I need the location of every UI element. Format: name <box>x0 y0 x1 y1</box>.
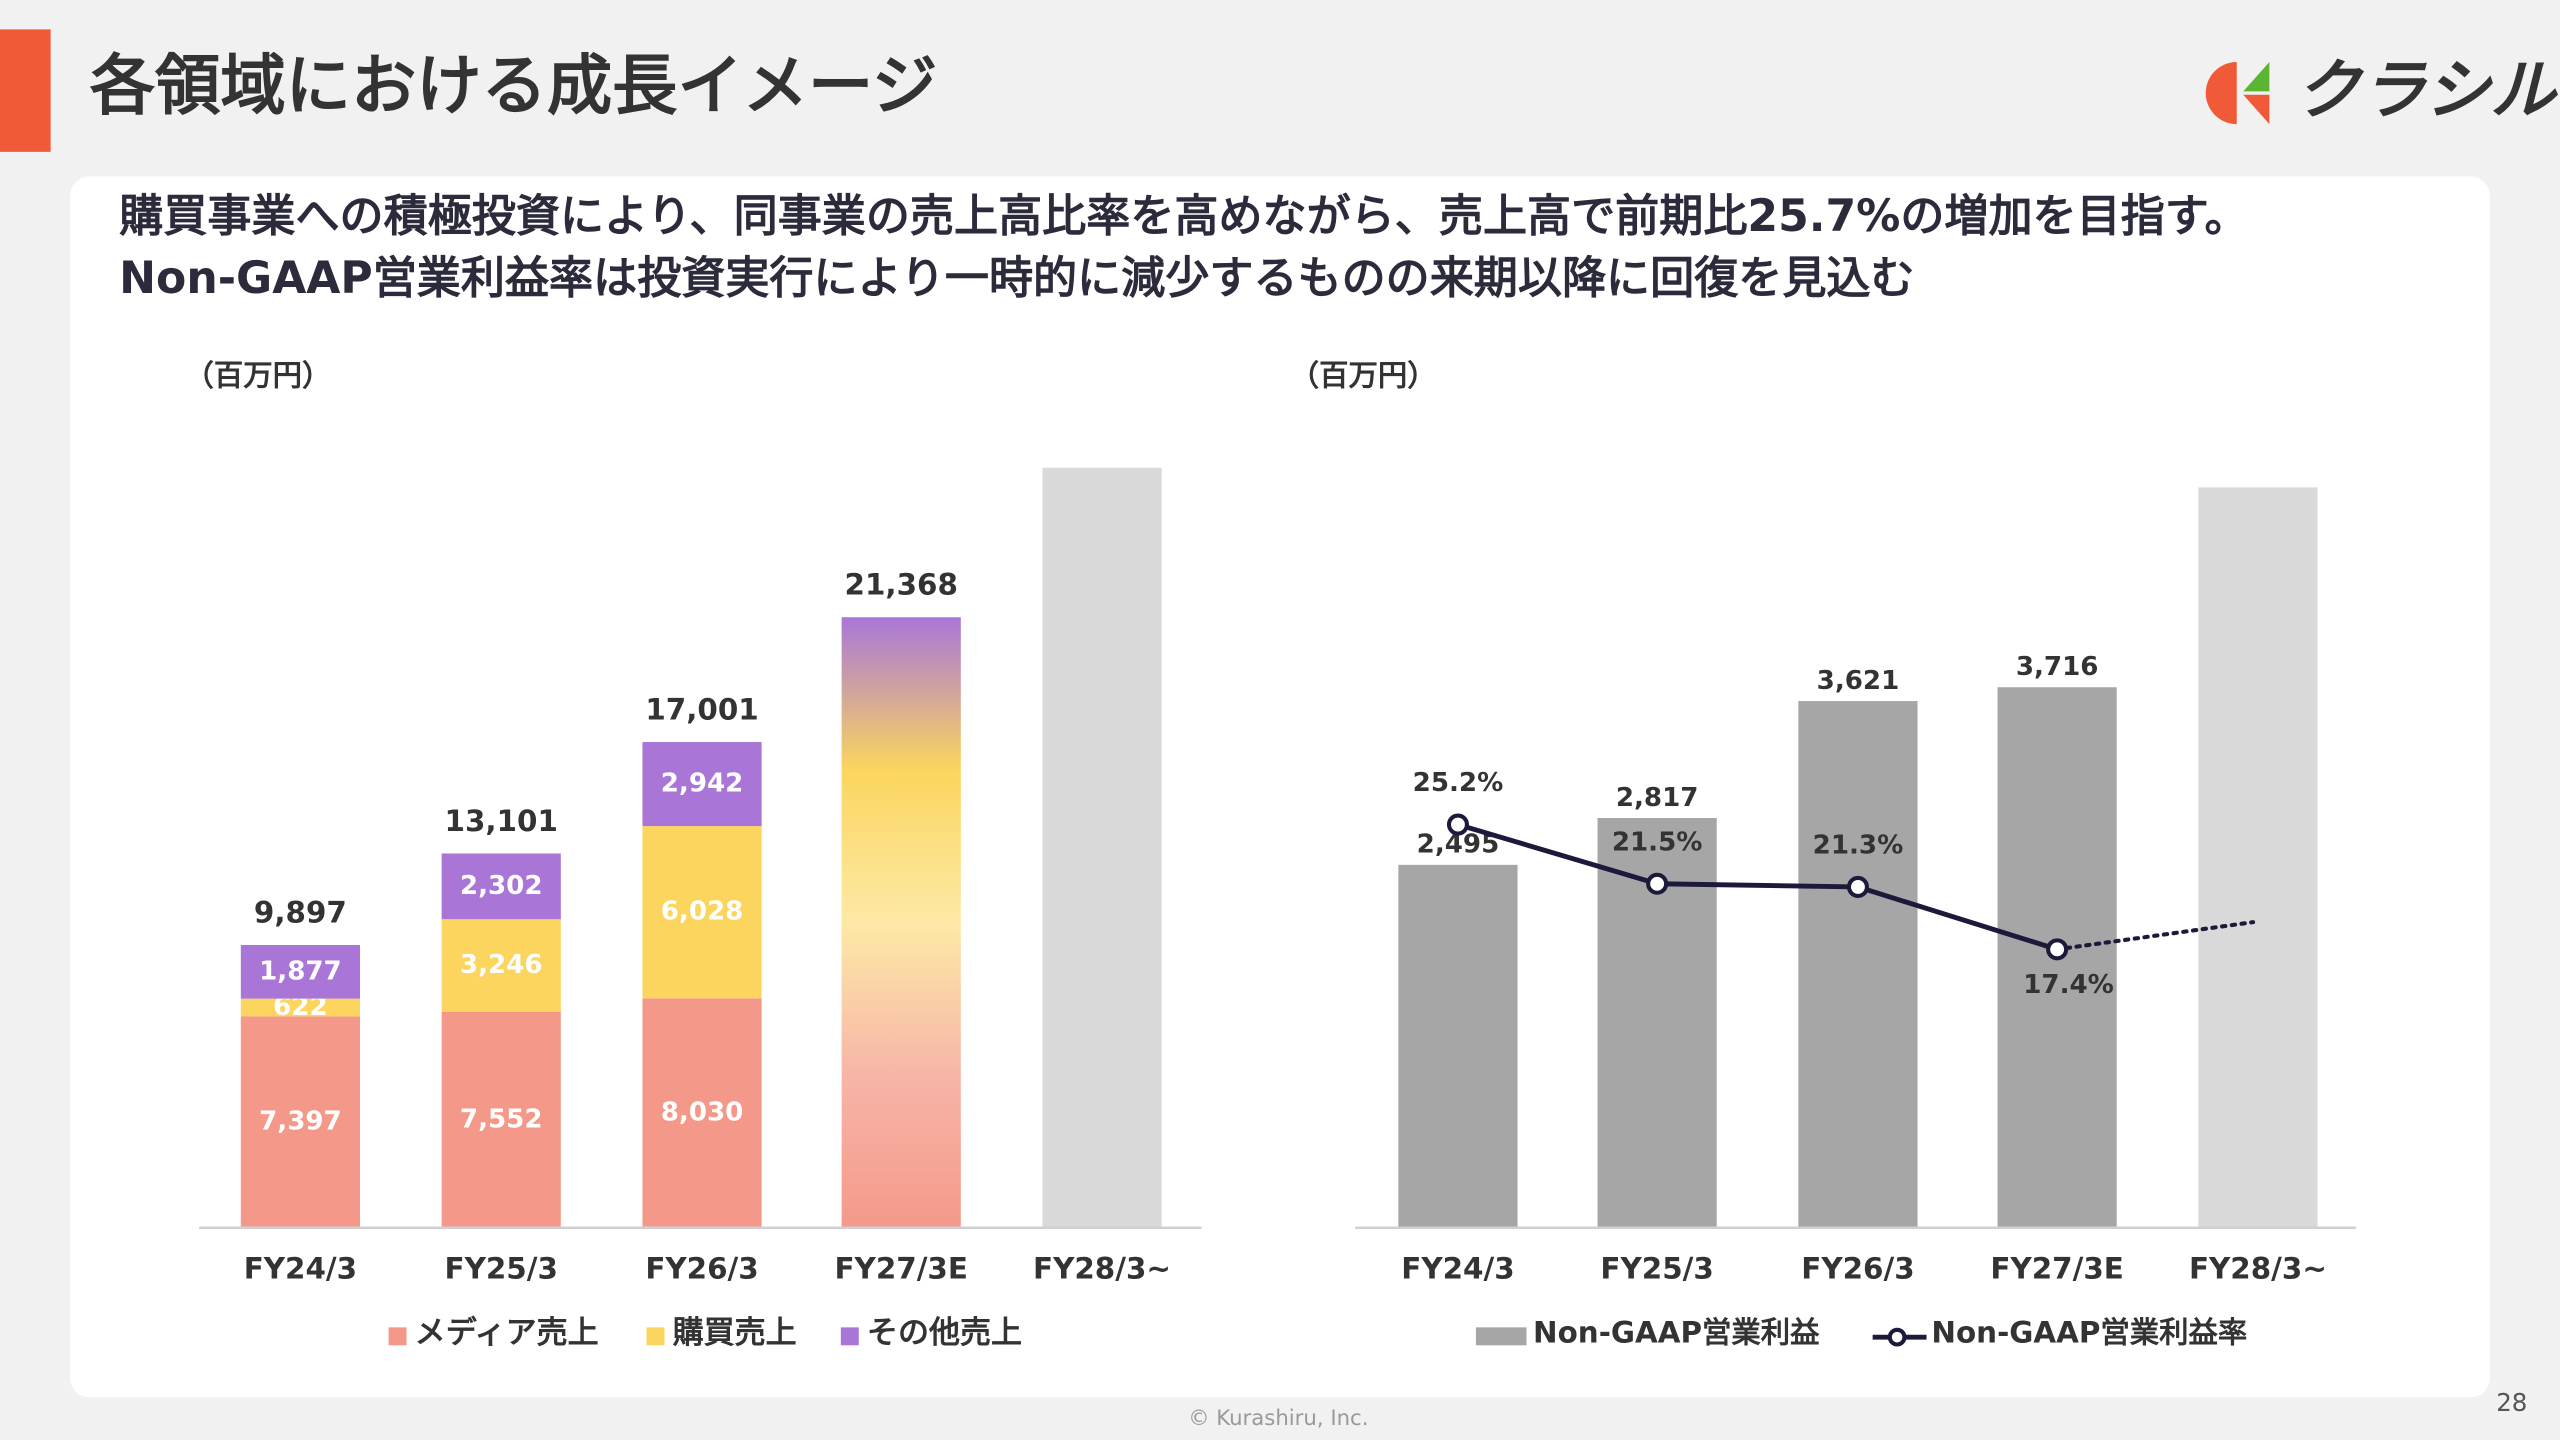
line-point <box>2046 938 2069 961</box>
x-tick-label: FY26/3 <box>645 1252 758 1286</box>
line-point <box>1646 872 1669 895</box>
line-point <box>1446 813 1469 836</box>
line-label: 25.2% <box>1413 768 1504 798</box>
x-tick-label: FY26/3 <box>1801 1252 1914 1286</box>
legend-swatch <box>1475 1327 1527 1346</box>
legend-label: 購買売上 <box>673 1315 797 1351</box>
total-label: 21,368 <box>845 568 958 602</box>
outlook-bar <box>2198 487 2318 1228</box>
x-tick-label: FY25/3 <box>445 1252 558 1286</box>
legend-point <box>1887 1327 1907 1347</box>
legend-swatch <box>646 1327 665 1346</box>
total-label: 13,101 <box>445 804 558 838</box>
line <box>1457 822 2058 952</box>
segment-label: 7,397 <box>259 1107 342 1137</box>
x-tick-label: FY27/3E <box>834 1252 967 1286</box>
summary-line: Non-GAAP営業利益率は投資実行により一時的に減少するものの来期以降に回復を… <box>119 253 1914 304</box>
legend-swatch <box>840 1327 859 1346</box>
x-tick-label: FY25/3 <box>1600 1252 1713 1286</box>
x-tick-label: FY24/3 <box>244 1252 357 1286</box>
segment-label: 8,030 <box>661 1098 744 1128</box>
logo-icon-leaf <box>2243 62 2270 92</box>
copyright: © Kurashiru, Inc. <box>1188 1406 1368 1431</box>
bar <box>1398 864 1518 1228</box>
line-label: 21.3% <box>1813 831 1904 861</box>
line-label: 21.5% <box>1612 827 1703 857</box>
projection-line <box>2055 920 2256 952</box>
bar-segment <box>240 945 360 999</box>
segment-label: 2,942 <box>661 769 744 799</box>
total-label: 17,001 <box>645 692 758 726</box>
x-tick-label: FY24/3 <box>1401 1252 1514 1286</box>
bar-label: 3,621 <box>1817 666 1900 696</box>
bar-segment <box>441 853 561 920</box>
bar-segment <box>642 742 762 827</box>
x-tick-label: FY28/3~ <box>1033 1252 1171 1286</box>
logo-icon-left <box>2205 62 2237 125</box>
legend-label: メディア売上 <box>415 1315 599 1351</box>
bar-segment <box>441 919 561 1012</box>
accent-bar <box>0 29 51 152</box>
outlook-bar <box>1042 467 1162 1228</box>
page-number: 28 <box>2496 1388 2527 1417</box>
legend-label: Non-GAAP営業利益率 <box>1931 1315 2247 1349</box>
segment-label: 1,877 <box>259 956 342 986</box>
bar-label: 3,716 <box>2016 652 2099 682</box>
summary-line: 購買事業への積極投資により、同事業の売上高比率を高めながら、売上高で前期比25.… <box>119 191 2248 242</box>
projected-bar <box>841 617 961 1228</box>
content-card <box>70 176 2490 1398</box>
bar <box>1798 701 1918 1228</box>
unit-label: （百万円） <box>1290 359 1437 393</box>
segment-label: 2,302 <box>460 871 543 901</box>
bar-segment <box>240 998 360 1017</box>
segment-label: 3,246 <box>460 950 543 980</box>
bar-segment <box>642 826 762 999</box>
bar-segment <box>441 1011 561 1228</box>
page-title: 各領域における成長イメージ <box>90 48 938 124</box>
segment-label: 6,028 <box>661 897 744 927</box>
logo-icon-right <box>2243 94 2270 125</box>
segment-label: 7,552 <box>460 1104 543 1134</box>
x-tick-label: FY28/3~ <box>2189 1252 2327 1286</box>
unit-label: （百万円） <box>184 359 331 393</box>
legend-label: その他売上 <box>867 1315 1022 1351</box>
bar-label: 2,817 <box>1616 783 1699 813</box>
logo: クラシル <box>2205 53 2559 129</box>
total-label: 9,897 <box>254 895 347 929</box>
x-tick-label: FY27/3E <box>1990 1252 2123 1286</box>
line-point <box>1846 875 1869 898</box>
bar-segment <box>240 1016 360 1228</box>
bar-segment <box>642 998 762 1228</box>
legend-label: Non-GAAP営業利益 <box>1533 1315 1820 1349</box>
logo-text: クラシル <box>2296 53 2559 129</box>
line-label: 17.4% <box>2023 970 2114 1000</box>
legend-swatch <box>388 1327 407 1346</box>
